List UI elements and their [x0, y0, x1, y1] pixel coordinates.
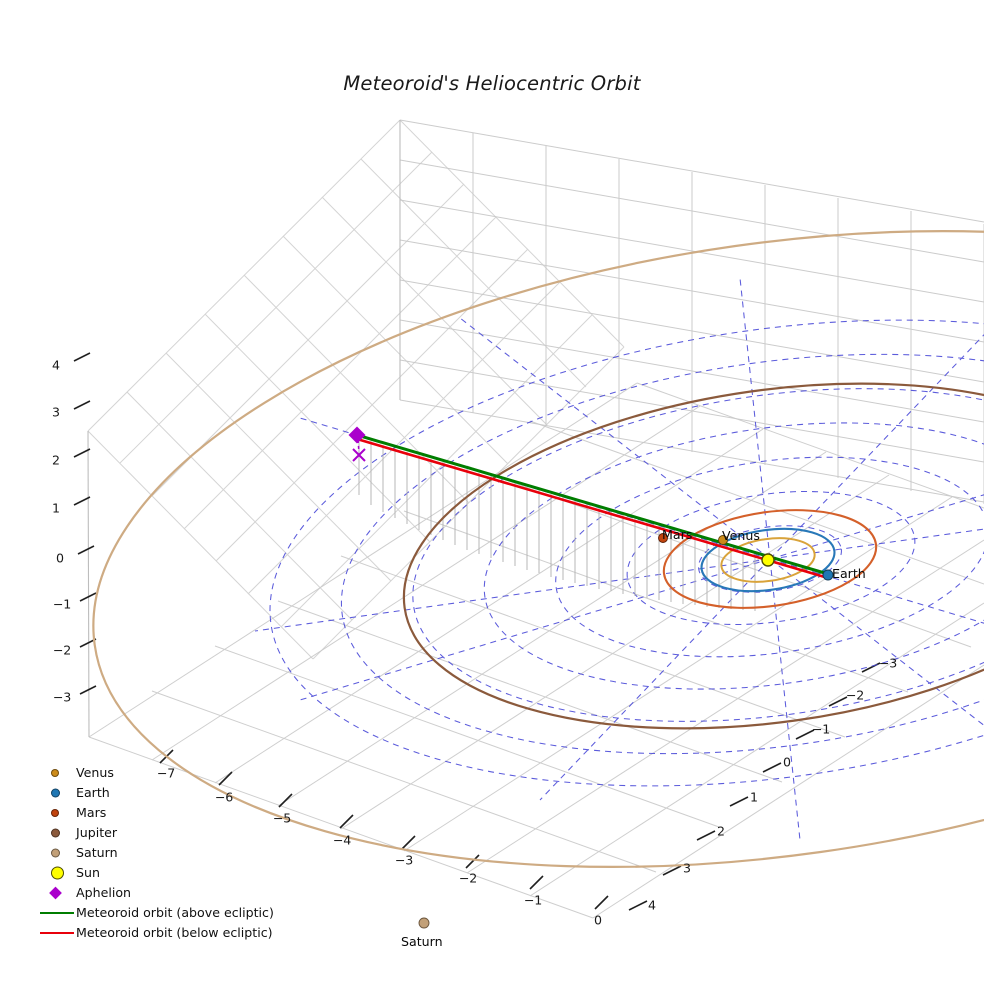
legend-item-label: Venus: [76, 765, 114, 780]
box-edges: [87, 120, 401, 738]
x-axis-ticks: [159, 749, 609, 910]
y-axis-tick-label: −1: [811, 721, 831, 737]
aphelion-projection-x: [352, 448, 366, 462]
legend-item[interactable]: Venus: [38, 763, 288, 783]
z-axis-tick-label: 3: [51, 404, 61, 420]
x-axis-tick-label: −2: [458, 870, 478, 886]
mars-marker: [658, 533, 668, 543]
z-axis-ticks: [73, 352, 97, 695]
saturn-orbit-path: [92, 230, 984, 868]
legend-circle-icon: [51, 809, 59, 817]
x-axis-tick-label: 0: [593, 912, 603, 928]
legend-diamond-icon: [49, 886, 62, 900]
x-axis-tick-label: −5: [272, 810, 292, 826]
y-axis-tick-label: 4: [647, 897, 657, 913]
legend-key-circle: [38, 843, 76, 863]
legend-item[interactable]: Meteoroid orbit (below ecliptic): [38, 923, 288, 943]
legend-key-circle: [38, 783, 76, 803]
saturn-marker: [418, 917, 430, 929]
earth-marker: [822, 569, 834, 581]
mars-label: Mars: [662, 527, 693, 542]
legend-circle-icon: [51, 788, 60, 798]
legend-circle-icon: [51, 848, 60, 858]
legend-item-label: Sun: [76, 865, 100, 880]
legend-key-circle: [38, 803, 76, 823]
legend-item-label: Meteoroid orbit (below ecliptic): [76, 925, 273, 940]
z-axis-tick-label: −1: [52, 596, 72, 612]
legend-key-diamond: [38, 883, 76, 903]
legend-item[interactable]: Saturn: [38, 843, 288, 863]
legend-circle-icon: [51, 866, 64, 880]
legend-circle-icon: [51, 828, 60, 838]
pane-grid-top: [87, 119, 625, 660]
legend-item-label: Mars: [76, 805, 107, 820]
x-axis-tick-label: −3: [394, 852, 414, 868]
y-axis-tick-label: 2: [716, 823, 726, 839]
legend-key-line: [38, 903, 76, 923]
x-axis-tick-label: −7: [156, 765, 176, 781]
ecliptic-polar-grid: [254, 277, 984, 841]
legend-item-label: Meteoroid orbit (above ecliptic): [76, 905, 274, 920]
y-axis-tick-label: −3: [878, 655, 898, 671]
earth-orbit-path: [700, 527, 836, 593]
planet-orbits: [92, 230, 984, 868]
pane-grid-right: [399, 119, 984, 504]
x-axis-tick-label: −4: [332, 832, 352, 848]
sun-marker: [761, 553, 775, 567]
z-axis-tick-label: 2: [51, 452, 61, 468]
mars-orbit-path: [662, 509, 878, 609]
legend-line-icon: [40, 912, 74, 914]
venus-label: Venus: [722, 528, 760, 543]
body-markers: [418, 533, 834, 929]
legend-item-label: Saturn: [76, 845, 118, 860]
legend-item-label: Aphelion: [76, 885, 132, 900]
page-title: Meteoroid's Heliocentric Orbit: [343, 72, 641, 95]
y-axis-tick-label: 3: [682, 860, 692, 876]
legend: Venus Earth Mars Jupiter Saturn Sun Aphelion Me…: [38, 763, 288, 943]
y-axis-tick-label: 1: [749, 789, 759, 805]
legend-item[interactable]: Jupiter: [38, 823, 288, 843]
z-axis-tick-label: 1: [51, 500, 61, 516]
meteoroid-orbit-above-ecliptic: [356, 433, 829, 576]
venus-orbit-path: [720, 537, 816, 583]
meteoroid-stem-lines: [358, 437, 756, 611]
legend-item[interactable]: Earth: [38, 783, 288, 803]
legend-item[interactable]: Meteoroid orbit (above ecliptic): [38, 903, 288, 923]
earth-label: Earth: [832, 566, 866, 581]
legend-item[interactable]: Mars: [38, 803, 288, 823]
legend-item-label: Earth: [76, 785, 110, 800]
pane-grid-floor: [88, 382, 984, 919]
x-axis-tick-label: −6: [214, 789, 234, 805]
meteoroid-trajectory: [356, 433, 829, 580]
legend-key-line: [38, 923, 76, 943]
y-axis-ticks: [628, 662, 881, 911]
z-axis-tick-label: 4: [51, 357, 61, 373]
x-axis-tick-label: −1: [523, 892, 543, 908]
legend-key-circle: [38, 823, 76, 843]
meteoroid-orbit-below-ecliptic: [356, 437, 829, 580]
legend-key-circle: [38, 863, 76, 883]
z-axis-tick-label: 0: [55, 550, 65, 566]
legend-item[interactable]: Sun: [38, 863, 288, 883]
legend-item[interactable]: Aphelion: [38, 883, 288, 903]
z-axis-tick-label: −3: [52, 689, 72, 705]
z-axis-tick-label: −2: [52, 642, 72, 658]
venus-marker: [718, 535, 728, 545]
aphelion-marker: [348, 426, 366, 444]
aphelion-group: [348, 426, 366, 462]
legend-key-circle: [38, 763, 76, 783]
y-axis-tick-label: 0: [782, 754, 792, 770]
y-axis-tick-label: −2: [845, 687, 865, 703]
saturn-label: Saturn: [401, 934, 443, 949]
jupiter-orbit-path: [402, 382, 984, 730]
legend-item-label: Jupiter: [76, 825, 118, 840]
legend-line-icon: [40, 932, 74, 934]
legend-circle-icon: [51, 769, 59, 777]
